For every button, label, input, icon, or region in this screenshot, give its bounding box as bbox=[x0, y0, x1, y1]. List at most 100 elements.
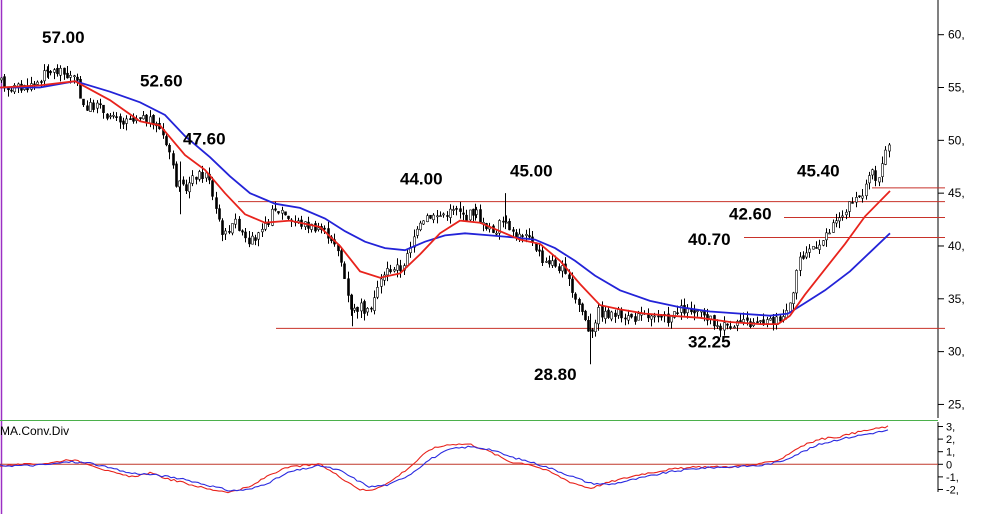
candle-body bbox=[851, 202, 854, 204]
candle-body bbox=[287, 215, 290, 219]
candle-body bbox=[168, 144, 171, 153]
candle-body bbox=[756, 321, 759, 323]
candle-body bbox=[211, 180, 214, 197]
indicator-tick-label: -2, bbox=[946, 484, 959, 496]
price-annotation: 57.00 bbox=[42, 28, 85, 47]
candle-body bbox=[53, 69, 56, 73]
macd-series bbox=[0, 425, 889, 494]
candle-body bbox=[795, 270, 798, 294]
candle-body bbox=[86, 105, 89, 111]
candle-body bbox=[198, 171, 201, 180]
candle-body bbox=[172, 153, 175, 166]
candle-body bbox=[858, 195, 861, 198]
candle-body bbox=[310, 223, 313, 230]
candle-body bbox=[323, 227, 326, 230]
candle-body bbox=[812, 245, 815, 250]
candle-body bbox=[498, 220, 501, 234]
candle-body bbox=[389, 269, 392, 273]
candle-body bbox=[818, 244, 821, 250]
candle-body bbox=[89, 102, 92, 112]
candle-body bbox=[673, 311, 676, 318]
candle-body bbox=[399, 265, 402, 272]
candle-body bbox=[479, 209, 482, 224]
candle-body bbox=[617, 309, 620, 316]
candle-body bbox=[838, 217, 841, 222]
candle-body bbox=[353, 307, 356, 311]
candle-body bbox=[848, 201, 851, 212]
candle-body bbox=[766, 319, 769, 324]
candle-body bbox=[215, 197, 218, 209]
candle-body bbox=[676, 312, 679, 315]
candle-body bbox=[868, 175, 871, 184]
candle-body bbox=[254, 237, 257, 241]
candle-body bbox=[317, 227, 320, 230]
candle-body bbox=[281, 210, 284, 214]
candle-body bbox=[541, 250, 544, 263]
candle-body bbox=[792, 292, 795, 304]
candle-body bbox=[132, 117, 135, 122]
candle-body bbox=[604, 310, 607, 319]
candle-body bbox=[568, 274, 571, 280]
candle-body bbox=[472, 208, 475, 216]
candle-body bbox=[96, 102, 99, 109]
price-tick-label: 25, bbox=[948, 397, 965, 411]
candle-body bbox=[828, 232, 831, 235]
candle-body bbox=[79, 78, 82, 99]
price-annotation: 44.00 bbox=[400, 170, 443, 189]
candle-body bbox=[601, 305, 604, 318]
candle-body bbox=[248, 237, 251, 245]
candle-body bbox=[512, 229, 515, 232]
candle-body bbox=[627, 315, 630, 321]
candle-body bbox=[574, 293, 577, 300]
candle-body bbox=[614, 312, 617, 317]
candle-body bbox=[175, 163, 178, 187]
candle-body bbox=[581, 303, 584, 312]
candle-body bbox=[115, 116, 118, 118]
moving-average-blue bbox=[0, 80, 891, 317]
indicator-tick-label: 1, bbox=[946, 447, 955, 459]
candle-body bbox=[446, 215, 449, 217]
price-annotation: 47.60 bbox=[183, 130, 226, 149]
macd-line-red bbox=[0, 425, 889, 494]
price-annotations: 57.00 52.60 47.60 44.00 45.00 45.40 42.60 40.70… bbox=[42, 28, 840, 384]
candle-body bbox=[43, 70, 46, 82]
support-resistance-lines bbox=[238, 187, 945, 329]
candle-body bbox=[122, 120, 125, 125]
candle-body bbox=[112, 114, 115, 117]
candle-body bbox=[201, 172, 204, 179]
candle-body bbox=[191, 175, 194, 184]
candle-body bbox=[343, 263, 346, 279]
candle-body bbox=[841, 215, 844, 218]
candle-body bbox=[188, 182, 191, 193]
candle-body bbox=[584, 310, 587, 321]
candle-body bbox=[63, 67, 66, 75]
candle-body bbox=[360, 302, 363, 312]
price-annotation: 45.00 bbox=[510, 161, 553, 180]
candle-body bbox=[221, 220, 224, 235]
candle-body bbox=[521, 235, 524, 237]
candle-body bbox=[746, 317, 749, 321]
candle-body bbox=[274, 208, 277, 211]
indicator-title: MA.Conv.Div bbox=[0, 424, 69, 438]
candle-body bbox=[591, 329, 594, 332]
candle-body bbox=[538, 249, 541, 252]
candle-body bbox=[884, 149, 887, 165]
candle-body bbox=[228, 231, 231, 233]
candle-body bbox=[518, 233, 521, 238]
candle-body bbox=[426, 215, 429, 223]
indicator-tick-label: 2, bbox=[946, 434, 955, 446]
price-annotation: 42.60 bbox=[729, 205, 772, 224]
candle-body bbox=[99, 103, 102, 106]
candle-body bbox=[386, 268, 389, 276]
candle-body bbox=[789, 302, 792, 313]
candle-body bbox=[10, 89, 13, 92]
candle-body bbox=[165, 136, 168, 146]
candle-body bbox=[594, 322, 597, 332]
candle-body bbox=[406, 253, 409, 266]
candle-body bbox=[650, 315, 653, 320]
candle-body bbox=[683, 305, 686, 314]
price-annotation: 28.80 bbox=[534, 365, 577, 384]
candle-body bbox=[264, 223, 267, 230]
candle-body bbox=[125, 118, 128, 124]
